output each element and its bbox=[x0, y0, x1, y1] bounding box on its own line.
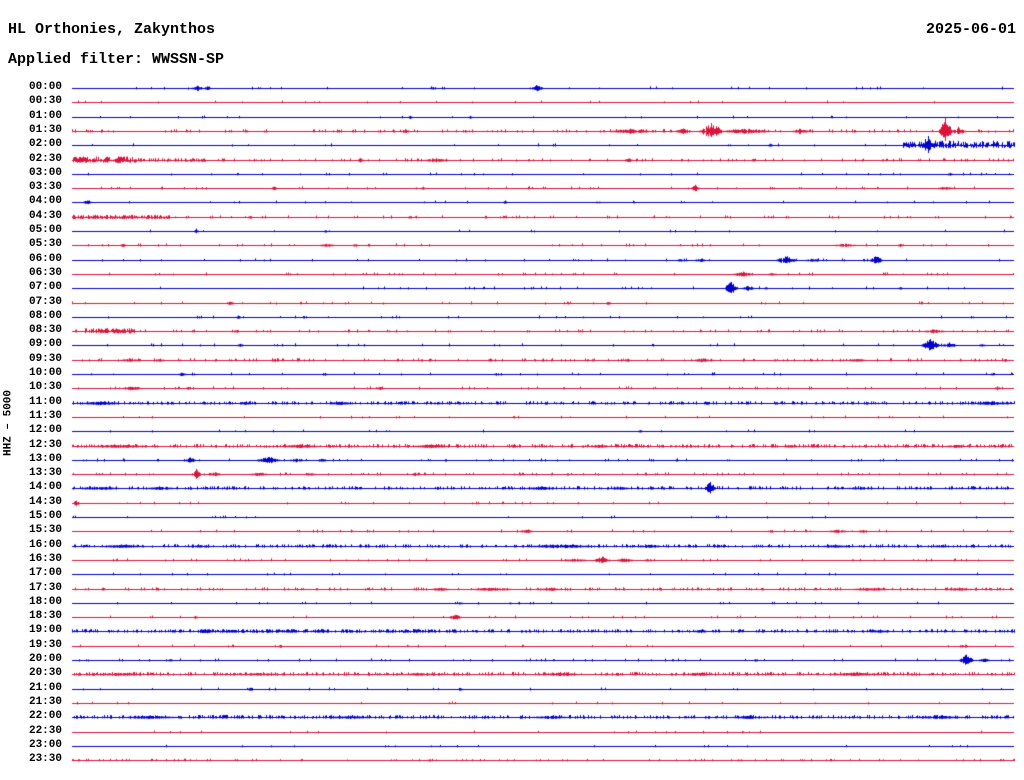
time-label: 01:30 bbox=[28, 123, 62, 136]
date-label: 2025-06-01 bbox=[925, 21, 1016, 38]
time-label: 10:30 bbox=[28, 381, 62, 394]
time-label: 16:00 bbox=[28, 538, 62, 551]
time-label: 07:30 bbox=[28, 295, 62, 308]
time-label: 10:00 bbox=[28, 367, 62, 379]
time-label: 09:30 bbox=[28, 352, 62, 365]
time-label: 08:30 bbox=[28, 324, 62, 337]
time-label: 07:00 bbox=[28, 281, 62, 294]
time-label: 03:00 bbox=[28, 166, 62, 179]
time-label: 19:30 bbox=[28, 638, 62, 651]
time-label: 18:00 bbox=[28, 595, 62, 608]
time-label: 14:30 bbox=[28, 495, 62, 508]
time-label: 15:30 bbox=[28, 524, 62, 537]
time-label: 06:30 bbox=[28, 266, 62, 279]
time-label: 17:00 bbox=[28, 567, 62, 580]
time-label: 04:30 bbox=[28, 209, 62, 222]
time-label: 12:00 bbox=[28, 424, 62, 437]
time-label: 15:00 bbox=[28, 510, 62, 522]
time-label: 23:00 bbox=[28, 738, 62, 751]
time-label: 12:30 bbox=[28, 438, 62, 451]
time-label: 11:30 bbox=[28, 409, 62, 422]
filter-label: Applied filter: WWSSN-SP bbox=[8, 51, 225, 68]
channel-scale-label: HHZ – 5000 bbox=[2, 389, 15, 456]
time-label: 05:30 bbox=[28, 238, 62, 251]
time-label: 20:30 bbox=[28, 667, 62, 680]
time-label: 22:00 bbox=[28, 710, 62, 723]
time-label: 00:00 bbox=[28, 81, 62, 93]
time-label: 06:00 bbox=[28, 252, 62, 265]
time-label: 04:00 bbox=[28, 195, 62, 208]
time-label: 21:00 bbox=[28, 681, 62, 694]
time-label: 05:00 bbox=[28, 224, 62, 236]
time-label: 23:30 bbox=[28, 753, 62, 766]
time-label: 17:30 bbox=[28, 581, 62, 594]
time-label: 13:30 bbox=[28, 467, 62, 480]
time-label: 14:00 bbox=[28, 481, 62, 494]
time-label: 16:30 bbox=[28, 552, 62, 565]
time-label: 02:00 bbox=[28, 138, 62, 151]
time-label: 03:30 bbox=[28, 181, 62, 194]
time-label: 20:00 bbox=[28, 653, 62, 665]
time-label: 19:00 bbox=[28, 624, 62, 637]
time-label: 09:00 bbox=[28, 338, 62, 351]
time-label: 11:00 bbox=[28, 395, 62, 408]
time-label: 18:30 bbox=[28, 610, 62, 623]
time-label: 01:00 bbox=[28, 109, 62, 122]
time-label: 02:30 bbox=[28, 152, 62, 165]
station-title: HL Orthonies, Zakynthos bbox=[8, 21, 216, 38]
time-label: 13:00 bbox=[28, 452, 62, 465]
time-label: 00:30 bbox=[28, 95, 62, 108]
time-label: 21:30 bbox=[28, 695, 62, 708]
time-label: 08:00 bbox=[28, 309, 62, 322]
time-label: 22:30 bbox=[28, 724, 62, 737]
